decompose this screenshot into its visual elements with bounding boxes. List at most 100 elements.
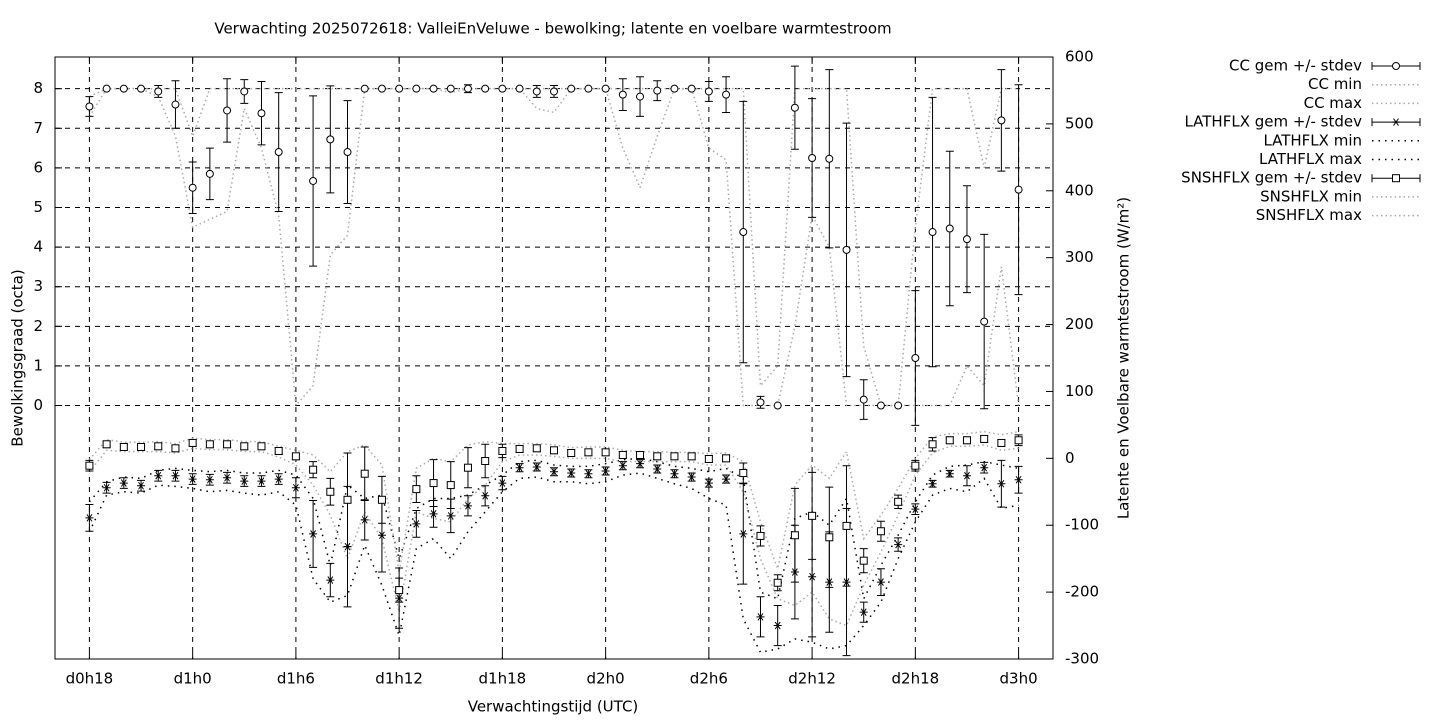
marker xyxy=(343,495,352,504)
marker xyxy=(739,228,748,237)
marker xyxy=(928,440,937,449)
marker xyxy=(240,442,249,451)
legend-label: SNSHFLX min xyxy=(1260,187,1362,205)
marker xyxy=(618,461,627,470)
marker xyxy=(894,401,903,410)
marker xyxy=(894,540,903,549)
marker xyxy=(567,84,576,93)
marker xyxy=(274,148,283,157)
y-tick-label: 0 xyxy=(33,396,43,414)
y2-tick-label: 300 xyxy=(1065,248,1094,266)
marker xyxy=(171,471,180,480)
marker xyxy=(257,442,266,451)
marker xyxy=(223,440,232,449)
marker xyxy=(481,457,490,466)
x-tick-label: d1h12 xyxy=(375,670,423,688)
marker xyxy=(876,578,885,586)
marker xyxy=(825,533,834,542)
marker xyxy=(446,512,455,520)
y-tick-label: 7 xyxy=(33,119,43,137)
marker xyxy=(636,459,645,468)
marker xyxy=(360,469,369,478)
marker xyxy=(205,440,214,449)
legend-label: SNSHFLX max xyxy=(1256,206,1362,224)
y2-tick-label: 100 xyxy=(1065,382,1094,400)
marker xyxy=(85,514,94,522)
marker xyxy=(429,479,438,488)
marker xyxy=(773,621,782,630)
marker xyxy=(429,510,438,518)
marker xyxy=(532,463,541,471)
marker xyxy=(962,436,971,445)
line xyxy=(88,430,1019,573)
x-tick-label: d1h6 xyxy=(277,670,315,688)
marker xyxy=(756,613,765,621)
marker xyxy=(911,505,920,513)
marker xyxy=(550,446,558,455)
marker xyxy=(326,576,335,584)
marker xyxy=(343,148,352,157)
marker xyxy=(119,84,128,93)
marker xyxy=(825,154,834,163)
x-tick-label: d2h18 xyxy=(892,670,940,688)
marker xyxy=(102,440,111,449)
legend-label: CC gem +/- stdev xyxy=(1229,57,1362,75)
marker xyxy=(377,84,386,93)
marker xyxy=(911,461,920,470)
marker xyxy=(894,497,903,506)
marker xyxy=(291,452,300,461)
marker xyxy=(670,469,679,478)
y-tick-label: 4 xyxy=(33,238,43,256)
x-tick-label: d1h0 xyxy=(174,670,212,688)
plot-frame xyxy=(54,56,1054,660)
y-tick-label: 3 xyxy=(33,277,43,295)
marker xyxy=(670,452,679,461)
marker xyxy=(808,572,817,581)
marker xyxy=(446,481,455,490)
marker xyxy=(291,483,300,492)
y2-tick-label: 200 xyxy=(1065,315,1094,333)
marker xyxy=(137,84,146,93)
y2-tick-label: -100 xyxy=(1065,516,1099,534)
marker xyxy=(188,183,197,192)
legend-label: SNSHFLX gem +/- stdev xyxy=(1181,169,1362,187)
marker xyxy=(515,444,524,453)
marker xyxy=(670,84,679,93)
legend-label: LATHFLX min xyxy=(1263,131,1362,149)
marker xyxy=(309,465,318,474)
marker xyxy=(636,450,645,459)
marker xyxy=(550,87,558,96)
marker xyxy=(722,475,731,483)
marker xyxy=(119,479,128,487)
marker xyxy=(481,84,490,93)
marker xyxy=(704,479,713,487)
marker xyxy=(636,92,645,101)
marker xyxy=(446,84,455,93)
marker xyxy=(171,444,180,453)
marker xyxy=(653,452,662,461)
marker xyxy=(223,106,232,115)
marker xyxy=(859,556,868,565)
line xyxy=(88,457,1019,602)
marker xyxy=(463,463,472,472)
marker xyxy=(154,87,163,96)
marker xyxy=(85,102,94,111)
marker xyxy=(808,511,817,520)
marker xyxy=(962,471,971,480)
marker xyxy=(584,84,593,93)
marker xyxy=(515,463,524,472)
marker xyxy=(567,469,576,477)
marker xyxy=(1014,185,1023,194)
marker xyxy=(412,520,421,528)
marker xyxy=(584,469,593,478)
y-tick-label: 1 xyxy=(33,356,43,374)
y2-tick-label: 500 xyxy=(1065,114,1094,132)
marker xyxy=(928,228,937,237)
legend-label: CC min xyxy=(1308,75,1362,93)
marker xyxy=(240,477,249,485)
marker xyxy=(188,475,197,483)
marker xyxy=(980,434,989,443)
marker xyxy=(119,442,128,451)
